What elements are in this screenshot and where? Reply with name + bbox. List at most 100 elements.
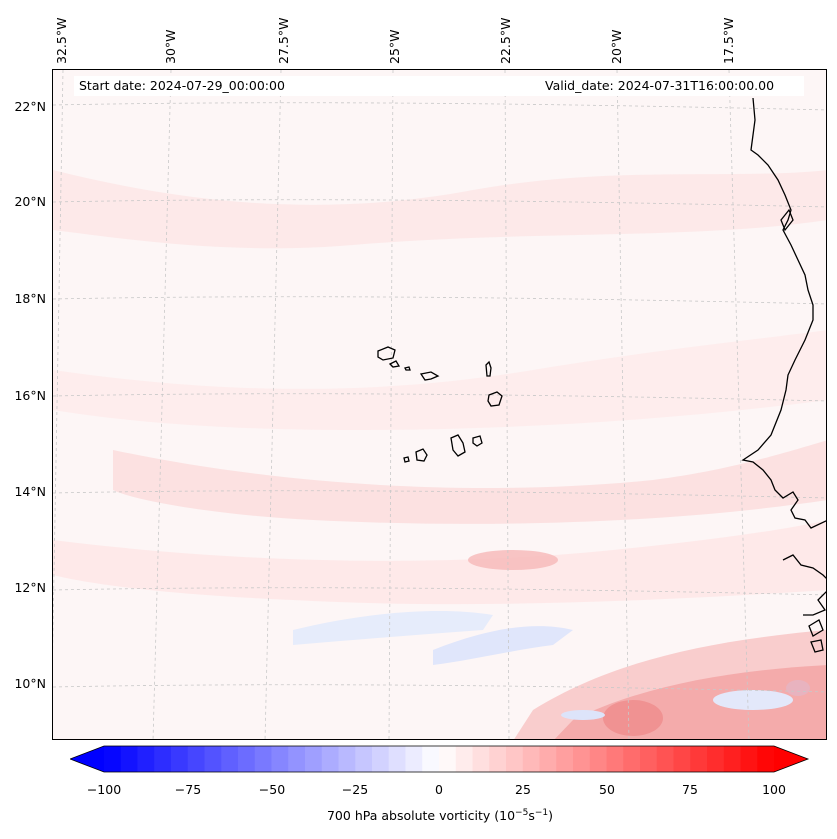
lat-label: 12°N [14,580,46,595]
lon-label: 27.5°W [276,17,291,64]
lon-label: 25°W [387,29,402,64]
colorbar-segment [489,746,507,772]
colorbar-segment [539,746,557,772]
colorbar-segment [388,746,406,772]
colorbar-segment [439,746,457,772]
colorbar-segment [422,746,440,772]
colorbar-title-exp: −1 [534,808,549,818]
colorbar-extend-high [774,746,808,772]
colorbar-segment [288,746,306,772]
vorticity-shading [53,70,826,739]
colorbar-segment [171,746,189,772]
island-sao-nicolau [419,371,440,381]
gridline-lat-22 [53,102,826,111]
colorbar-tick: 100 [762,782,786,797]
island-sal [485,360,492,377]
colorbar-segment [757,746,775,772]
coastline [377,97,826,653]
lat-label: 22°N [14,99,46,114]
colorbar-segment [640,746,658,772]
lon-label: 30°W [163,29,178,64]
island-santiago [450,434,466,457]
guinea-coastline [782,554,826,616]
vorticity-band [53,170,826,249]
island-coast [808,619,824,637]
vorticity-band [53,330,826,430]
gridline-lat-20 [53,199,826,208]
gridline-lat-14 [53,490,826,499]
colorbar-segment [707,746,725,772]
colorbar-outline [70,745,810,773]
start-date-label: Start date: 2024-07-29_00:00:00 [79,78,285,93]
gridline-lon-22-5 [504,70,510,739]
vorticity-min [433,626,573,665]
island-coast [780,208,794,232]
colorbar-segment [187,746,205,772]
lat-label: 20°N [14,194,46,209]
colorbar-extend-low [70,746,104,772]
colorbar-segment [137,746,155,772]
vorticity-band [53,520,826,605]
valid-date-label: Valid_date: 2024-07-31T16:00:00.00 [545,78,775,93]
colorbar-segment [338,746,356,772]
gridline-lon-30 [152,70,172,739]
colorbar-segment [506,746,524,772]
gridline-lon-27-5 [264,70,282,739]
island-sao-vicente [388,360,401,368]
colorbar-title: 700 hPa absolute vorticity (10−5s−1) [0,808,837,823]
vorticity-max [468,550,558,570]
colorbar-segment [472,746,490,772]
gridline-lat-18 [53,296,826,305]
colorbar-tick: −75 [174,782,202,797]
colorbar-segment [556,746,574,772]
colorbar-title-exp: −5 [515,808,529,818]
colorbar-segment [271,746,289,772]
colorbar-segment [455,746,473,772]
gridline-lon-17-5 [728,70,750,739]
lon-label: 17.5°W [721,17,736,64]
island-santo-antao [377,346,396,361]
colorbar-segment [690,746,708,772]
colorbar-title-text: 700 hPa absolute vorticity (10 [326,808,516,824]
colorbar-tick: −25 [341,782,369,797]
colorbar-segment [321,746,339,772]
vorticity-mixed [786,680,810,696]
colorbar-segment [589,746,607,772]
colorbar-segment [238,746,256,772]
vorticity-field-map [53,70,826,739]
colorbar-segment [120,746,138,772]
lon-label: 20°W [609,29,624,64]
island-brava [403,456,410,463]
colorbar-tick: −50 [258,782,286,797]
lat-label: 10°N [14,676,46,691]
island-maio [472,435,483,447]
colorbar-segment [740,746,758,772]
colorbar-segment [372,746,390,772]
map-panel[interactable] [52,69,827,740]
gridline-lat-16 [53,393,826,402]
colorbar-tick: 50 [599,782,615,797]
colorbar-title-unit: s [528,808,535,824]
colorbar-tick: 0 [435,782,443,797]
colorbar-tick: 75 [682,782,698,797]
graticule [53,70,826,739]
colorbar-segment [355,746,373,772]
colorbar-segment [573,746,591,772]
colorbar-tick: −100 [86,782,122,797]
colorbar-segment [104,746,122,772]
gridline-lat-12 [53,587,826,596]
colorbar-segments [70,746,808,772]
colorbar-segment [254,746,272,772]
colorbar-segment [723,746,741,772]
island-boa-vista [487,391,503,407]
colorbar-segment [204,746,222,772]
lat-label: 18°N [14,291,46,306]
colorbar-title-end: ) [548,808,553,824]
colorbar-segment [305,746,323,772]
vorticity-min [293,610,493,645]
vorticity-band [113,440,826,524]
colorbar-segment [522,746,540,772]
african-coastline [741,97,826,529]
colorbar-segment [405,746,423,772]
gridline-lon-25 [388,70,394,739]
